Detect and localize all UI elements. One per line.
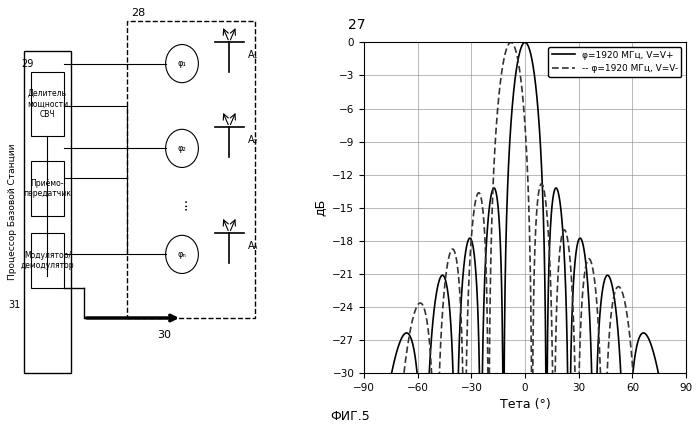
φ=1920 МГц, V=V+ [569,280,577,285]
Text: A₁: A₁ [248,50,258,60]
-- φ=1920 МГц, V=V- [419,302,427,307]
Text: φ₂: φ₂ [178,144,186,153]
Y-axis label: дБ: дБ [314,199,327,216]
-- φ=1920 МГц, V=V- [624,325,633,330]
φ=1920 МГц, V=V+ [553,187,561,192]
FancyBboxPatch shape [31,233,64,288]
Text: 30: 30 [157,330,171,340]
FancyBboxPatch shape [24,51,71,373]
Text: 31: 31 [8,300,21,310]
φ=1920 МГц, V=V+ [521,40,529,45]
FancyBboxPatch shape [127,21,255,318]
Text: φ₁: φ₁ [178,59,186,68]
-- φ=1920 МГц, V=V- [483,305,491,310]
FancyBboxPatch shape [31,72,64,136]
Line: φ=1920 МГц, V=V+: φ=1920 МГц, V=V+ [364,42,686,395]
Text: 27: 27 [348,19,365,33]
φ=1920 МГц, V=V+ [360,393,368,398]
φ=1920 МГц, V=V+ [682,393,690,398]
Text: Aₙ: Aₙ [248,241,258,251]
Text: A₂: A₂ [248,135,258,145]
Text: Делитель
мощности
СВЧ: Делитель мощности СВЧ [27,89,68,119]
Text: Модулятор/
демодулятор: Модулятор/ демодулятор [20,251,74,271]
Text: 29: 29 [21,59,34,69]
Line: -- φ=1920 МГц, V=V-: -- φ=1920 МГц, V=V- [364,42,686,395]
Legend: φ=1920 МГц, V=V+, -- φ=1920 МГц, V=V-: φ=1920 МГц, V=V+, -- φ=1920 МГц, V=V- [548,47,682,77]
φ=1920 МГц, V=V+ [624,393,633,398]
-- φ=1920 МГц, V=V- [682,393,690,398]
-- φ=1920 МГц, V=V- [507,40,515,45]
φ=1920 МГц, V=V+ [419,393,427,398]
Text: ...: ... [175,197,189,210]
X-axis label: Тета (°): Тета (°) [500,399,550,411]
φ=1920 МГц, V=V+ [483,231,491,236]
φ=1920 МГц, V=V+ [600,278,608,283]
Text: Приёмо-
передатчик: Приёмо- передатчик [23,179,71,198]
-- φ=1920 МГц, V=V- [569,317,577,322]
Text: φₙ: φₙ [178,250,186,259]
-- φ=1920 МГц, V=V- [553,290,561,296]
Text: Процессор Базовой Станции: Процессор Базовой Станции [8,144,18,280]
Text: 28: 28 [131,8,146,18]
FancyBboxPatch shape [31,161,64,216]
-- φ=1920 МГц, V=V- [360,393,368,398]
Text: ФИГ.5: ФИГ.5 [330,410,370,423]
-- φ=1920 МГц, V=V- [600,393,608,398]
